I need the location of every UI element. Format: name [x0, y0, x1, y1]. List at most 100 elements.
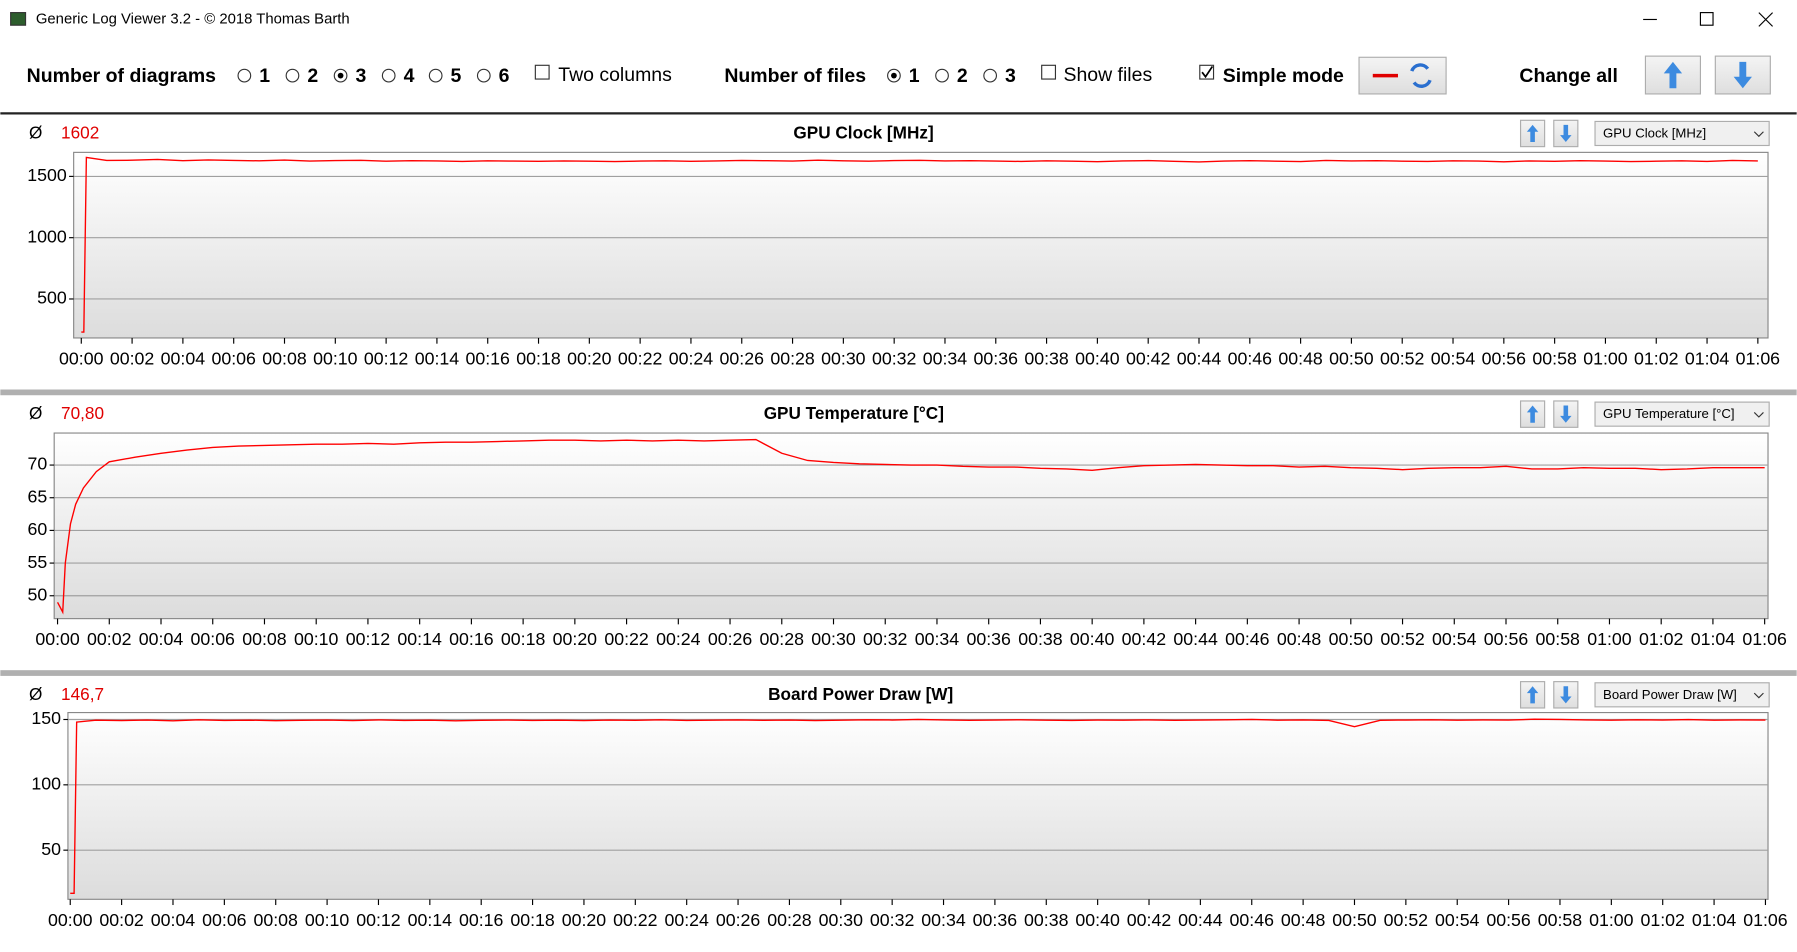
radio-label: 1 — [259, 65, 270, 87]
x-tick-label: 00:44 — [1173, 629, 1218, 649]
dropdown-arrow — [1753, 131, 1764, 138]
radio-button[interactable] — [476, 68, 491, 83]
two-columns-label: Two columns — [558, 64, 672, 86]
y-tick-label: 55 — [28, 552, 48, 572]
x-tick-label: 00:56 — [1482, 348, 1527, 368]
x-tick-label: 00:36 — [966, 629, 1011, 649]
y-tick-label: 100 — [31, 774, 61, 794]
panel-splitter[interactable] — [0, 389, 1797, 396]
x-tick-label: 00:12 — [356, 910, 400, 930]
arrow-icon — [1560, 124, 1572, 143]
radio-label: 4 — [404, 65, 415, 87]
x-tick-label: 00:38 — [1018, 629, 1063, 649]
y-tick-label: 150 — [31, 708, 61, 728]
x-tick-label: 00:56 — [1484, 629, 1529, 649]
close-button[interactable] — [1758, 12, 1774, 27]
diagram-selector[interactable] — [1594, 682, 1770, 708]
checkbox[interactable] — [1041, 64, 1057, 80]
x-tick-label: 00:14 — [415, 348, 460, 368]
x-tick-label: 00:50 — [1332, 910, 1377, 930]
x-tick-label: 00:32 — [863, 629, 907, 649]
selector-label: Board Power Draw [W] — [1603, 687, 1737, 702]
arrow-down-icon — [1733, 61, 1752, 89]
x-tick-label: 00:16 — [459, 910, 504, 930]
radio-button[interactable] — [285, 68, 300, 83]
arrow-icon — [1560, 686, 1572, 704]
x-tick-label: 00:42 — [1127, 910, 1171, 930]
radio-button[interactable] — [381, 68, 396, 83]
x-tick-label: 00:04 — [139, 629, 184, 649]
x-tick-label: 00:52 — [1380, 348, 1424, 368]
change-all-label: Change all — [1519, 65, 1617, 87]
radio-label: 1 — [909, 65, 920, 87]
refresh-icon — [1410, 63, 1432, 88]
x-tick-label: 01:04 — [1691, 629, 1736, 649]
x-tick-label: 00:16 — [466, 348, 511, 368]
radio-dot — [891, 72, 897, 79]
x-tick-label: 00:18 — [516, 348, 561, 368]
average-value: 146,7 — [61, 684, 104, 704]
arrow-icon — [1526, 405, 1539, 423]
x-tick-label: 00:46 — [1225, 629, 1270, 649]
x-tick-label: 00:52 — [1384, 910, 1428, 930]
x-tick-label: 00:14 — [408, 910, 453, 930]
plot-area — [67, 711, 1769, 900]
app-icon — [10, 12, 27, 26]
x-tick-label: 00:34 — [921, 910, 966, 930]
x-tick-label: 01:00 — [1587, 629, 1632, 649]
x-tick-label: 00:56 — [1486, 910, 1531, 930]
window-title: Generic Log Viewer 3.2 - © 2018 Thomas B… — [36, 11, 350, 27]
x-tick-label: 00:06 — [211, 348, 256, 368]
x-tick-label: 00:22 — [618, 348, 662, 368]
radio-label: 6 — [499, 65, 510, 87]
radio-button[interactable] — [935, 68, 949, 83]
x-tick-label: 00:24 — [669, 348, 714, 368]
color-button[interactable] — [1358, 56, 1447, 95]
radio-label: 5 — [451, 65, 462, 87]
radio-label: 3 — [355, 65, 366, 87]
x-tick-label: 00:10 — [294, 629, 339, 649]
arrow-up-icon — [1663, 61, 1683, 89]
arrow-icon — [1526, 686, 1539, 704]
diagram-selector[interactable] — [1594, 120, 1770, 147]
panel-splitter[interactable] — [0, 670, 1797, 676]
x-tick-label: 00:00 — [48, 910, 93, 930]
x-tick-label: 00:52 — [1380, 629, 1424, 649]
radio-dot — [337, 72, 344, 79]
x-tick-label: 00:54 — [1432, 629, 1477, 649]
maximize-button[interactable] — [1699, 12, 1714, 26]
dropdown-arrow — [1753, 412, 1764, 418]
x-tick-label: 00:36 — [974, 348, 1019, 368]
x-tick-label: 00:40 — [1070, 629, 1115, 649]
diagram-title: GPU Temperature [°C] — [764, 403, 944, 423]
diagram-selector[interactable] — [1594, 401, 1770, 427]
radio-button[interactable] — [237, 68, 252, 83]
x-tick-label: 00:28 — [760, 629, 805, 649]
x-tick-label: 01:06 — [1743, 910, 1788, 930]
x-tick-label: 00:34 — [923, 348, 968, 368]
x-tick-label: 01:04 — [1692, 910, 1737, 930]
x-tick-label: 01:00 — [1583, 348, 1628, 368]
x-tick-label: 00:48 — [1281, 910, 1326, 930]
dropdown-arrow — [1753, 692, 1764, 699]
x-tick-label: 00:08 — [262, 348, 307, 368]
y-tick-label: 1500 — [27, 165, 67, 185]
x-tick-label: 00:28 — [767, 910, 812, 930]
checkbox[interactable] — [534, 64, 550, 80]
x-tick-label: 00:08 — [242, 629, 287, 649]
x-tick-label: 00:58 — [1532, 348, 1577, 368]
arrow-icon — [1560, 405, 1572, 423]
x-tick-label: 00:18 — [510, 910, 555, 930]
x-tick-label: 00:00 — [59, 348, 104, 368]
x-tick-label: 00:04 — [161, 348, 206, 368]
x-tick-label: 00:24 — [656, 629, 701, 649]
data-line — [81, 156, 1758, 333]
x-tick-label: 00:06 — [191, 629, 236, 649]
radio-button[interactable] — [428, 68, 443, 83]
diagrams-label: Number of diagrams — [27, 65, 216, 87]
x-tick-label: 01:02 — [1634, 348, 1678, 368]
x-tick-label: 00:54 — [1431, 348, 1476, 368]
radio-button[interactable] — [983, 68, 998, 83]
radio-label: 2 — [307, 65, 318, 87]
